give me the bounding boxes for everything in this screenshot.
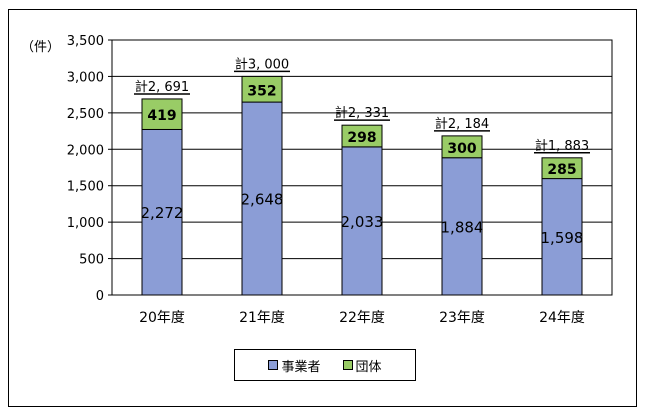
y-axis-unit-label: （件） [21, 40, 61, 55]
data-label: 298 [347, 130, 376, 146]
bar-segment [541, 157, 583, 180]
bar-segment [441, 157, 483, 296]
y-tick-label: 500 [79, 253, 104, 268]
data-label: 285 [547, 162, 576, 178]
x-tick-label: 21年度 [239, 310, 285, 326]
legend-swatch-jigyosha [268, 360, 279, 370]
x-tick-label: 20年度 [139, 310, 185, 326]
data-label: 2,648 [241, 191, 284, 209]
legend-item-jigyosha: 事業者 [268, 356, 321, 375]
data-label: 2,033 [341, 213, 384, 231]
y-tick-label: 0 [96, 289, 104, 304]
total-label: 計2, 331 [335, 105, 389, 121]
total-label: 計3, 000 [235, 56, 289, 72]
bar-segment [341, 124, 383, 148]
y-tick-label: 3,000 [67, 70, 104, 85]
y-tick-label: 3,500 [67, 34, 104, 49]
x-tick-label: 23年度 [439, 310, 485, 326]
data-label: 1,884 [441, 218, 484, 236]
bar-segment [141, 98, 183, 130]
y-tick-label: 2,500 [67, 107, 104, 122]
legend: 事業者 団体 [234, 349, 416, 381]
data-label: 1,598 [541, 229, 584, 247]
data-label: 300 [447, 141, 476, 157]
legend-label-dantai: 団体 [355, 359, 382, 375]
y-tick-label: 1,000 [67, 216, 104, 231]
total-label: 計2, 691 [135, 79, 189, 95]
data-label: 352 [247, 83, 276, 99]
legend-label-jigyosha: 事業者 [281, 359, 321, 375]
data-label: 2,272 [141, 204, 184, 222]
total-label: 計2, 184 [435, 116, 489, 132]
y-tick-label: 1,500 [67, 180, 104, 195]
legend-swatch-dantai [342, 360, 353, 370]
data-label: 419 [147, 108, 176, 124]
bar-segment [241, 75, 283, 103]
y-tick-label: 2,000 [67, 143, 104, 158]
bar-segment [441, 135, 483, 159]
bar-segment [341, 146, 383, 296]
total-label: 計1, 883 [535, 138, 589, 154]
x-tick-label: 22年度 [339, 310, 385, 326]
x-tick-label: 24年度 [539, 310, 585, 326]
legend-item-dantai: 団体 [342, 356, 382, 375]
bar-segment [141, 128, 183, 296]
bar-segment [241, 101, 283, 296]
